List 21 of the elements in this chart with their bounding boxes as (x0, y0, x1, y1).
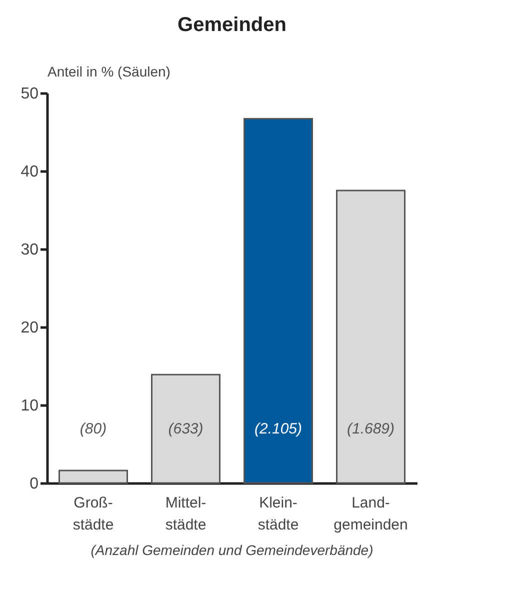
bar (336, 190, 406, 484)
x-tick-label: Groß- städte (72, 494, 114, 534)
x-tick-label: Klein- städte (258, 494, 299, 534)
y-tick-label: 30 (20, 242, 39, 258)
bar (244, 118, 313, 484)
text: (Anzahl Gemeinden und Gemeindeverbände) (90, 542, 374, 558)
y-tick-label: 0 (30, 476, 39, 492)
y-tick-label: 20 (20, 320, 39, 336)
annotation: (80) (80, 420, 107, 438)
bar (151, 374, 220, 484)
y-axis-title: Anteil in % (Säulen) (48, 64, 170, 80)
annotation: (2.105) (254, 420, 302, 438)
annotation: (1.689) (346, 420, 395, 438)
y-tick-label: 50 (20, 86, 39, 102)
chart-title: Gemeinden (178, 14, 286, 36)
bar (58, 470, 128, 484)
x-tick-label: Mittel- städte (165, 494, 206, 534)
y-tick-label: 40 (20, 164, 39, 180)
x-tick-label: Land- gemeinden (334, 494, 408, 534)
y-tick-label: 10 (20, 398, 39, 414)
annotation: (633) (168, 420, 204, 438)
